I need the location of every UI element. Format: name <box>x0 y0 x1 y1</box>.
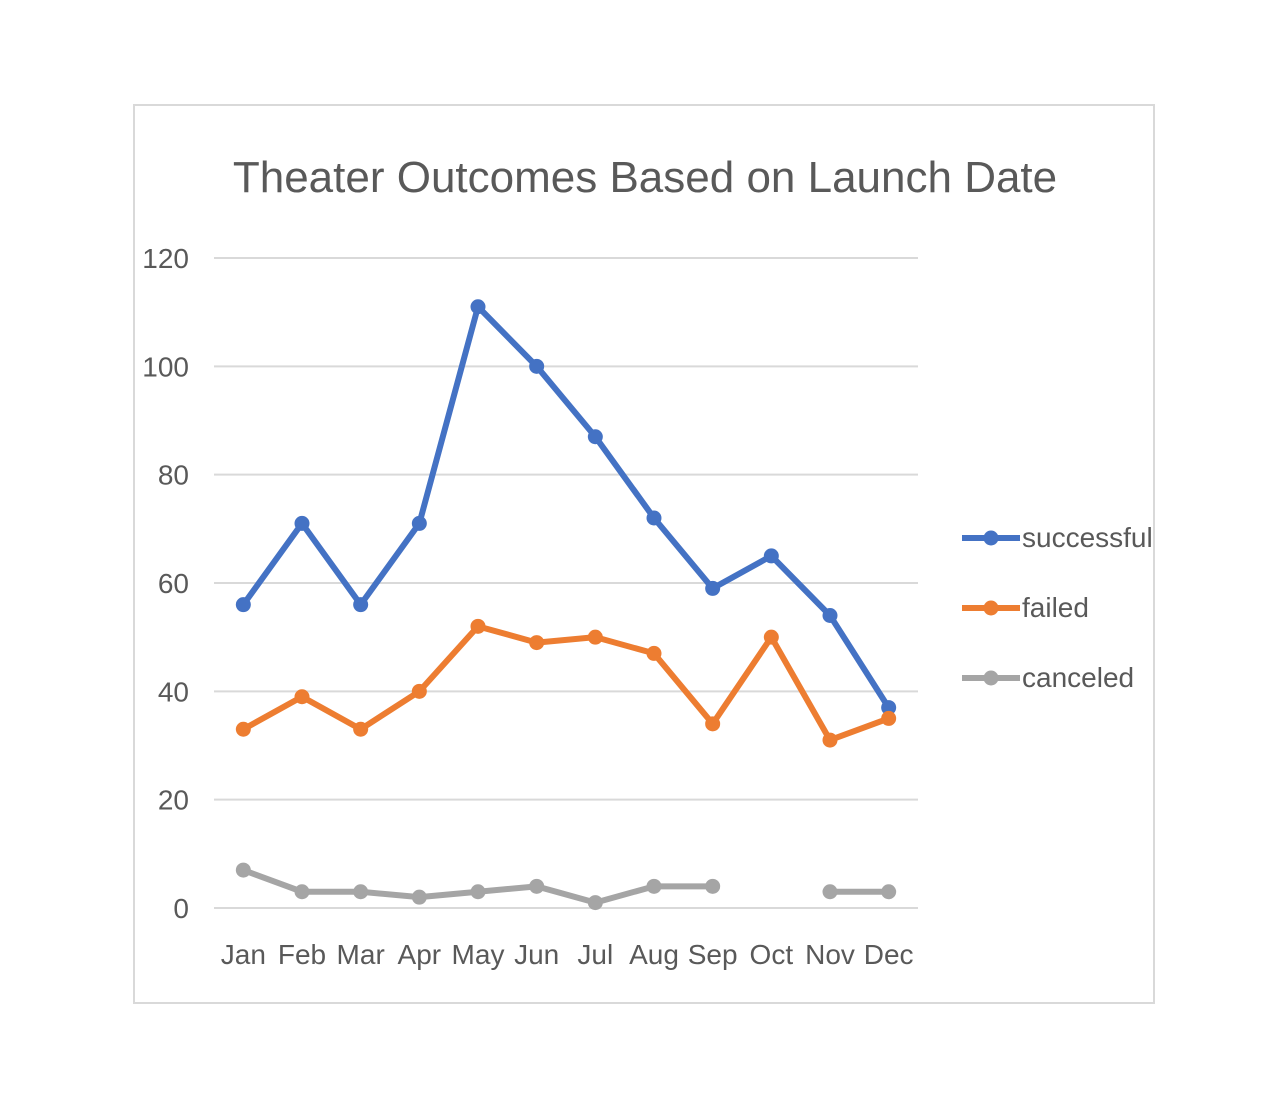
data-point <box>294 515 310 531</box>
legend-label: failed <box>1022 592 1089 623</box>
series-line <box>240 303 892 711</box>
y-tick-label: 100 <box>142 351 189 382</box>
data-point <box>881 884 897 900</box>
data-point <box>353 721 369 737</box>
x-tick-label: Nov <box>805 939 855 970</box>
x-axis-ticks: Jan Feb Mar Apr May Jun Jul Aug Sep Oct Nov Dec <box>221 939 914 970</box>
series-group <box>235 299 897 911</box>
legend-item: successful <box>962 522 1153 553</box>
x-tick-label: May <box>452 939 505 970</box>
data-point <box>822 608 838 623</box>
data-point <box>235 597 251 613</box>
data-point <box>822 732 838 748</box>
data-point <box>235 862 251 878</box>
y-tick-label: 0 <box>173 893 189 924</box>
legend: successful failed canceled <box>962 522 1153 693</box>
data-point <box>411 889 427 905</box>
gridlines <box>214 257 918 909</box>
series-line <box>240 623 892 744</box>
y-tick-label: 120 <box>142 243 189 274</box>
data-point <box>587 429 603 445</box>
series-failed <box>235 618 897 748</box>
data-point <box>587 895 603 911</box>
y-tick-label: 80 <box>158 460 189 491</box>
x-tick-label: Apr <box>398 939 442 970</box>
data-point <box>411 683 427 699</box>
legend-swatch-marker <box>983 670 999 686</box>
x-tick-label: Jun <box>514 939 559 970</box>
data-point <box>294 689 310 705</box>
data-point <box>411 515 427 531</box>
data-point <box>646 510 662 526</box>
data-point <box>235 721 251 737</box>
legend-label: canceled <box>1022 662 1134 693</box>
data-point <box>529 635 545 651</box>
data-point <box>705 878 721 894</box>
data-point <box>353 884 369 900</box>
data-point <box>646 645 662 661</box>
data-point <box>529 878 545 894</box>
data-point <box>470 884 486 900</box>
x-tick-label: Jan <box>221 939 266 970</box>
chart-frame <box>133 104 1155 1004</box>
data-point <box>881 700 897 716</box>
y-tick-label: 60 <box>158 568 189 599</box>
series-canceled <box>235 862 897 911</box>
x-tick-label: Aug <box>629 939 679 970</box>
data-point <box>470 299 486 315</box>
data-point <box>705 716 721 732</box>
x-tick-label: Mar <box>337 939 385 970</box>
data-point <box>881 710 897 726</box>
data-point <box>822 884 838 900</box>
legend-label: successful <box>1022 522 1153 553</box>
data-point <box>763 629 779 645</box>
x-tick-label: Sep <box>688 939 738 970</box>
legend-item: canceled <box>962 662 1134 693</box>
data-point <box>763 548 779 564</box>
series-line <box>240 867 892 906</box>
data-point <box>705 580 721 596</box>
legend-swatch-marker <box>983 600 999 616</box>
y-tick-label: 40 <box>158 676 189 707</box>
data-point <box>646 878 662 894</box>
x-tick-label: Feb <box>278 939 326 970</box>
data-point <box>587 629 603 645</box>
y-tick-label: 20 <box>158 785 189 816</box>
data-point <box>529 358 545 374</box>
x-tick-label: Dec <box>864 939 914 970</box>
legend-item: failed <box>962 592 1089 623</box>
data-point <box>353 597 369 613</box>
x-tick-label: Oct <box>750 939 794 970</box>
data-point <box>294 884 310 900</box>
x-tick-label: Jul <box>577 939 613 970</box>
data-point <box>470 618 486 634</box>
y-axis-ticks: 0 20 40 60 80 100 120 <box>142 243 189 924</box>
chart-title: Theater Outcomes Based on Launch Date <box>233 153 1057 202</box>
series-successful <box>235 299 897 716</box>
legend-swatch-marker <box>983 530 999 546</box>
